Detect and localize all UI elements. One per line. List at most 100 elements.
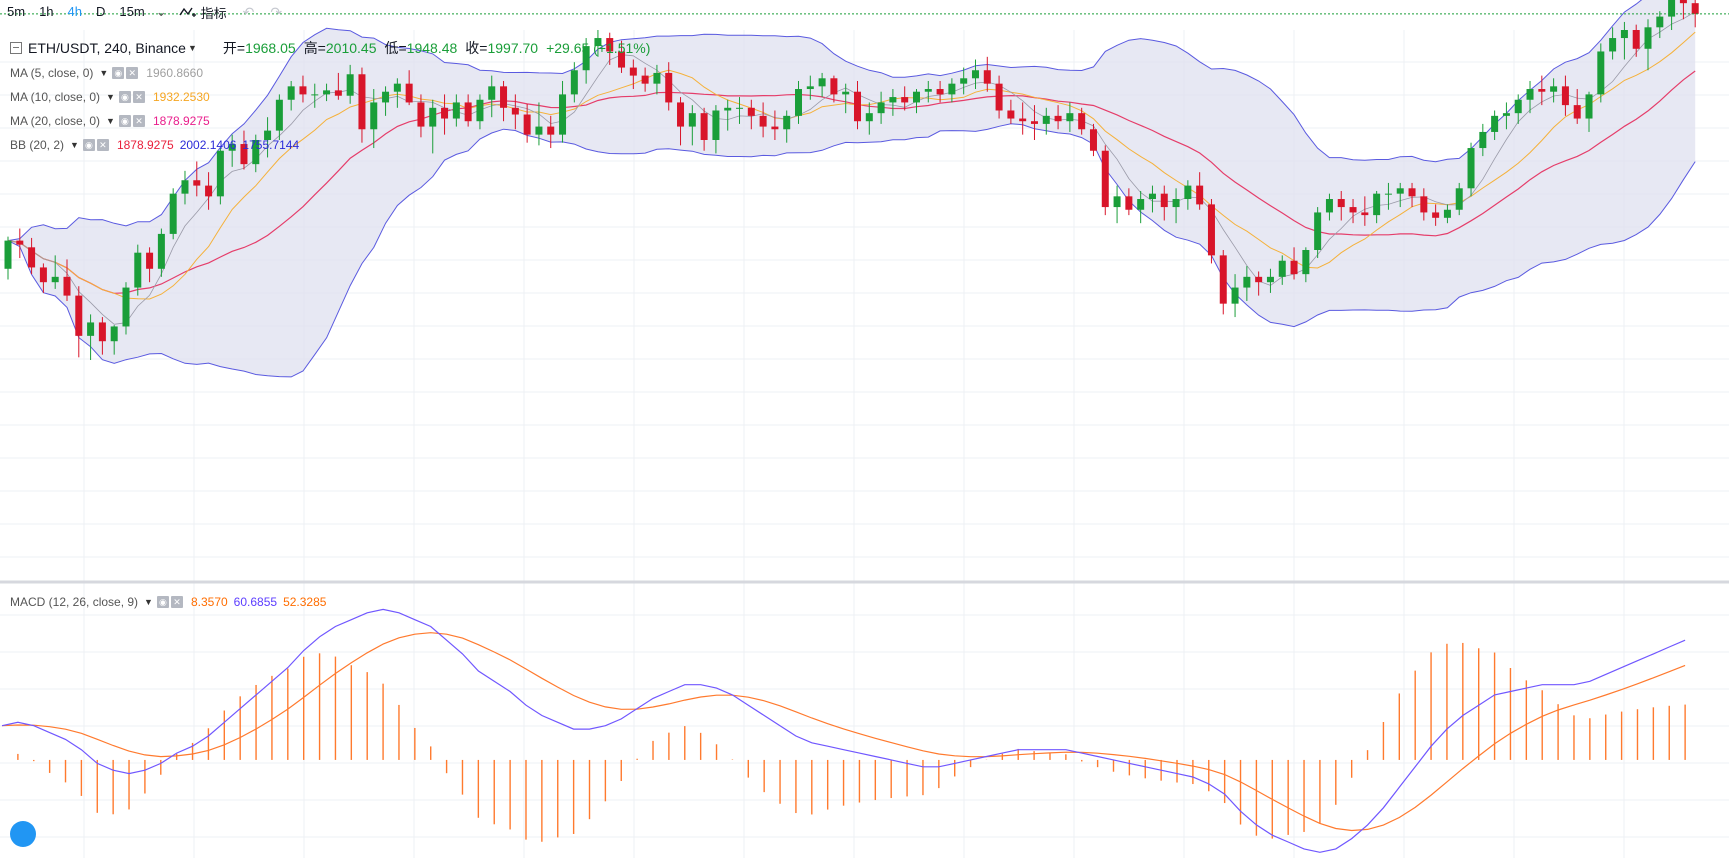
indicator-name[interactable]: MACD (12, 26, close, 9) bbox=[10, 595, 139, 609]
candle-body bbox=[98, 322, 106, 342]
candle-body bbox=[1632, 30, 1640, 49]
candle-body bbox=[110, 326, 118, 342]
indicators-button[interactable]: 指标 bbox=[171, 3, 235, 22]
chevron-down-icon[interactable]: ▼ bbox=[99, 68, 109, 78]
close-icon[interactable]: ✕ bbox=[96, 139, 109, 151]
candle-body bbox=[559, 94, 567, 135]
candle-body bbox=[983, 70, 991, 84]
symbol-title[interactable]: ETH/USDT, 240, Binance bbox=[28, 40, 186, 56]
candle bbox=[1526, 80, 1534, 114]
candle bbox=[865, 102, 873, 135]
candle bbox=[971, 59, 979, 90]
candle-body bbox=[1408, 188, 1416, 197]
candle bbox=[464, 94, 472, 127]
macd-pane[interactable] bbox=[1, 608, 1686, 853]
interval-5m[interactable]: 5m bbox=[7, 4, 26, 19]
chevron-down-icon[interactable]: ▼ bbox=[187, 43, 197, 53]
indicator-name[interactable]: MA (10, close, 0) bbox=[10, 90, 101, 104]
ma20-line bbox=[7, 70, 1696, 294]
close-label: 收= bbox=[465, 40, 488, 56]
candle bbox=[1585, 91, 1593, 132]
candle bbox=[665, 62, 673, 111]
redo-icon[interactable]: ↷ bbox=[270, 3, 283, 20]
candle bbox=[582, 38, 590, 84]
candle-body bbox=[1266, 276, 1274, 283]
interval-d[interactable]: D bbox=[96, 4, 106, 19]
candle bbox=[1491, 110, 1499, 140]
candle bbox=[1420, 188, 1428, 221]
chevron-down-icon[interactable]: ▼ bbox=[70, 140, 79, 150]
candle bbox=[1207, 199, 1215, 264]
candle bbox=[157, 228, 165, 277]
visibility-icon[interactable]: ◉ bbox=[82, 139, 95, 151]
candle bbox=[275, 94, 283, 140]
indicator-name[interactable]: MA (5, close, 0) bbox=[10, 66, 94, 80]
interval-15m[interactable]: 15m bbox=[119, 4, 145, 19]
tradingview-logo-icon[interactable] bbox=[10, 821, 36, 847]
close-icon[interactable]: ✕ bbox=[170, 596, 183, 608]
chevron-down-icon[interactable]: ⌄ bbox=[155, 4, 167, 19]
visibility-icon[interactable]: ◉ bbox=[118, 115, 131, 127]
candle bbox=[1184, 180, 1192, 210]
collapse-icon[interactable] bbox=[10, 42, 22, 54]
candle-body bbox=[1597, 51, 1605, 95]
undo-icon[interactable]: ↶ bbox=[242, 3, 255, 20]
high-value: 2010.45 bbox=[325, 40, 377, 56]
candle bbox=[122, 282, 130, 335]
candle-body bbox=[629, 67, 637, 76]
interval-1h[interactable]: 1h bbox=[39, 4, 54, 19]
chevron-down-icon[interactable]: ▼ bbox=[144, 597, 153, 607]
candle bbox=[193, 161, 201, 197]
interval-4h[interactable]: 4h bbox=[67, 4, 82, 19]
candle-body bbox=[570, 70, 578, 95]
candle-body bbox=[346, 74, 354, 96]
candle-body bbox=[1361, 212, 1369, 216]
candle bbox=[346, 64, 354, 104]
candle bbox=[606, 32, 614, 65]
candle-body bbox=[677, 102, 685, 127]
candle-body bbox=[1325, 199, 1333, 213]
close-icon[interactable]: ✕ bbox=[132, 115, 145, 127]
candle bbox=[1668, 0, 1676, 30]
low-value: 1948.48 bbox=[406, 40, 458, 56]
candle-body bbox=[476, 99, 484, 122]
candle-body bbox=[1148, 193, 1156, 200]
candle bbox=[1573, 89, 1581, 124]
candle-body bbox=[464, 102, 472, 122]
indicator-name[interactable]: BB (20, 2) bbox=[10, 138, 65, 152]
candle bbox=[1066, 102, 1074, 132]
candle-body bbox=[511, 107, 519, 115]
candle bbox=[28, 237, 36, 275]
candle bbox=[1396, 182, 1404, 208]
close-icon[interactable]: ✕ bbox=[126, 67, 139, 79]
candle bbox=[854, 80, 861, 130]
visibility-icon[interactable]: ◉ bbox=[156, 596, 169, 608]
candle bbox=[1644, 19, 1652, 71]
candle-body bbox=[500, 86, 508, 108]
visibility-icon[interactable]: ◉ bbox=[112, 67, 125, 79]
ma10-line bbox=[7, 31, 1696, 300]
chevron-down-icon[interactable]: ▼ bbox=[106, 116, 115, 126]
visibility-icon[interactable]: ◉ bbox=[118, 91, 131, 103]
chevron-down-icon[interactable]: ▼ bbox=[106, 92, 115, 102]
candle bbox=[39, 263, 47, 293]
candle bbox=[535, 102, 543, 146]
candle-body bbox=[1620, 30, 1628, 39]
candle bbox=[452, 94, 460, 127]
candlestick-series[interactable] bbox=[4, 0, 1699, 360]
candle bbox=[736, 97, 744, 124]
indicator-name[interactable]: MA (20, close, 0) bbox=[10, 114, 101, 128]
candle bbox=[688, 105, 696, 146]
candle bbox=[1502, 102, 1510, 130]
open-value: 1968.05 bbox=[245, 40, 296, 56]
candle-body bbox=[1396, 188, 1404, 194]
candle-body bbox=[1172, 199, 1180, 208]
candle-body bbox=[1184, 185, 1192, 200]
candle-body bbox=[618, 51, 626, 68]
indicator-legend-ma5: MA (5, close, 0) ▼ ◉ ✕ 1960.8660 bbox=[10, 66, 203, 80]
close-icon[interactable]: ✕ bbox=[132, 91, 145, 103]
change-value: +29.65 (+1.51%) bbox=[546, 40, 651, 56]
candle bbox=[358, 67, 366, 143]
candle bbox=[382, 86, 390, 116]
